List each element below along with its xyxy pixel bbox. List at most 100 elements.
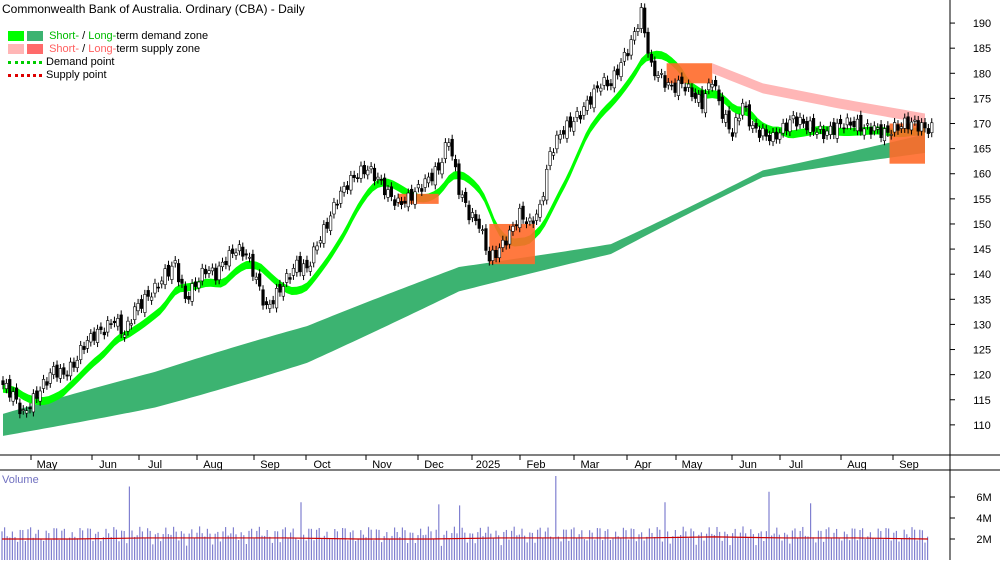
candle-body	[700, 90, 704, 110]
candle-body	[741, 102, 745, 116]
candle-body	[484, 228, 488, 251]
candle-body	[126, 320, 130, 332]
candle-body	[227, 250, 231, 267]
candle-body	[477, 218, 481, 229]
candle-body	[545, 168, 549, 201]
candle-body	[737, 117, 741, 122]
candle-body	[48, 372, 52, 384]
candle-body	[153, 282, 157, 294]
candle-body	[680, 76, 684, 85]
candle-body	[72, 361, 76, 368]
x-tick-label: Jul	[148, 459, 162, 471]
candle-body	[359, 165, 363, 179]
candle-body	[690, 87, 694, 98]
candle-body	[109, 323, 113, 325]
chart-title: Commonwealth Bank of Australia. Ordinary…	[2, 2, 305, 16]
candle-body	[730, 132, 735, 137]
candle-body	[41, 379, 46, 389]
candle-body	[531, 220, 535, 224]
candle-body	[156, 286, 160, 289]
candle-body	[724, 114, 728, 123]
candle-body	[264, 301, 269, 306]
candle-body	[129, 323, 133, 326]
volume-average-line	[2, 536, 929, 540]
candle-body	[281, 286, 285, 297]
candle-body	[55, 364, 59, 378]
candle-body	[65, 374, 69, 377]
candle-body	[430, 172, 434, 182]
candle-body	[585, 99, 589, 111]
candle-body	[676, 79, 681, 96]
candle-body	[568, 116, 572, 128]
candle-body	[210, 267, 214, 272]
candle-body	[899, 126, 903, 129]
price-tick-label: 135	[973, 294, 991, 306]
candle-body	[79, 345, 83, 360]
candle-body	[423, 178, 427, 188]
x-tick-label: Oct	[313, 459, 330, 471]
candle-body	[751, 125, 755, 129]
candle-body	[616, 68, 620, 76]
candle-body	[646, 31, 650, 54]
candle-body	[781, 123, 785, 134]
candle-body	[930, 122, 934, 134]
x-tick-label: Jun	[99, 459, 117, 471]
candle-body	[224, 260, 228, 266]
candle-body	[693, 92, 697, 99]
candle-body	[345, 185, 350, 190]
candle-body	[538, 203, 542, 218]
candle-body	[795, 116, 799, 127]
candle-body	[376, 176, 380, 180]
price-tick-label: 130	[973, 319, 991, 331]
candle-body	[193, 281, 198, 287]
candle-body	[832, 122, 836, 135]
candle-body	[133, 306, 137, 320]
candle-body	[82, 346, 86, 350]
candle-body	[383, 177, 387, 196]
candle-body	[274, 288, 279, 309]
candle-body	[285, 273, 289, 283]
candle-body	[393, 199, 397, 206]
candle-body	[727, 110, 731, 130]
x-tick-label: Jun	[739, 459, 757, 471]
volume-label: Volume	[2, 474, 39, 486]
candle-body	[501, 239, 505, 248]
candle-body	[595, 85, 599, 89]
candle-body	[21, 409, 25, 411]
candle-body	[460, 194, 464, 198]
candle-body	[271, 300, 275, 305]
candle-body	[774, 131, 778, 140]
candle-body	[521, 205, 525, 220]
candle-body	[697, 94, 701, 103]
x-tick-label: Dec	[424, 459, 444, 471]
price-tick-label: 165	[973, 144, 991, 156]
candle-body	[68, 361, 73, 377]
candle-body	[524, 221, 529, 224]
candle-body	[322, 224, 326, 244]
candle-body	[643, 7, 647, 34]
x-tick-label: Aug	[203, 459, 223, 471]
candle-body	[734, 117, 738, 134]
candle-body	[514, 224, 518, 227]
candle-body	[362, 165, 366, 175]
candle-body	[4, 383, 8, 389]
candle-body	[410, 188, 414, 201]
candle-body	[315, 245, 319, 251]
candle-body	[396, 197, 400, 203]
candle-body	[207, 270, 211, 274]
candle-body	[170, 265, 174, 280]
candle-body	[480, 229, 485, 231]
candle-body	[764, 129, 768, 137]
candle-body	[852, 120, 856, 128]
candle-body	[879, 124, 883, 138]
x-tick-label: Aug	[847, 459, 867, 471]
candle-body	[605, 79, 610, 87]
candle-body	[369, 166, 373, 170]
candle-body	[659, 73, 664, 75]
candle-body	[258, 273, 262, 287]
candle-body	[558, 134, 562, 140]
long-demand-swatch	[27, 31, 43, 42]
candle-body	[653, 60, 657, 77]
candle-body	[106, 320, 110, 333]
price-tick-label: 140	[973, 269, 991, 281]
